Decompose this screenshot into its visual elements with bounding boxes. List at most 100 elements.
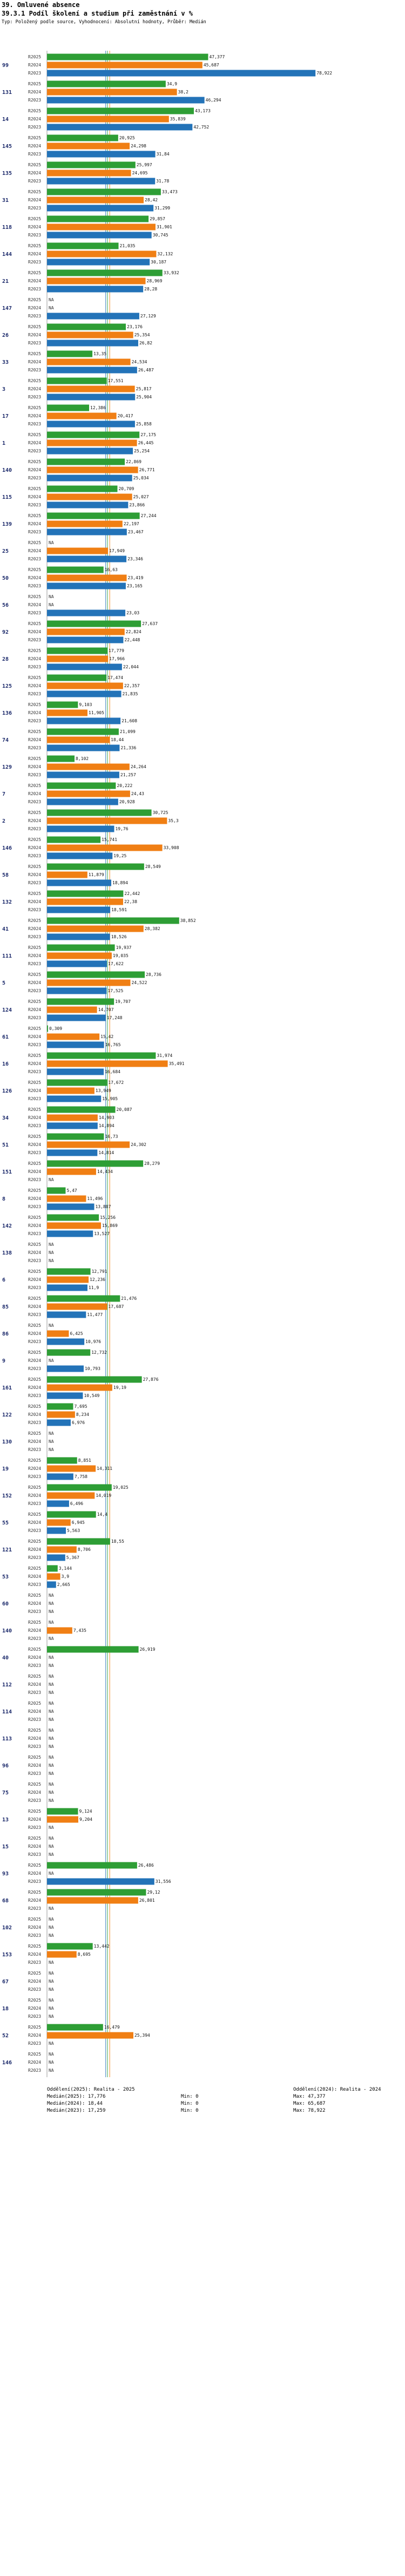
series-label: R2025 (28, 1674, 41, 1679)
bar-R2025 (47, 728, 119, 735)
series-label: R2024 (28, 845, 41, 850)
series-label: R2025 (28, 540, 41, 545)
series-label: R2023 (28, 1366, 41, 1371)
data-label: 14,019 (96, 1493, 111, 1498)
series-label: R2025 (28, 648, 41, 653)
series-label: R2024 (28, 1790, 41, 1795)
series-label: R2024 (28, 1331, 41, 1336)
series-label: R2025 (28, 1296, 41, 1301)
bar-R2024 (47, 925, 144, 932)
bar-R2023 (47, 609, 126, 616)
legend-entry: Medián(2025): 17,776 (47, 2094, 106, 2099)
series-label: R2024 (28, 521, 41, 526)
group-label: 58 (2, 872, 9, 878)
bar-R2023 (47, 771, 119, 778)
bar-R2025 (47, 1538, 110, 1545)
group-label: 28 (2, 656, 9, 662)
series-label: R2023 (28, 1339, 41, 1344)
series-label: R2024 (28, 467, 41, 472)
group-label: 41 (2, 926, 9, 932)
group-label: 111 (2, 953, 12, 959)
data-label: 34,9 (167, 82, 177, 86)
bar-R2023 (47, 1068, 104, 1075)
bar-R2025 (47, 755, 75, 762)
series-label: R2024 (28, 198, 41, 202)
bar-R2024 (47, 574, 127, 581)
bar-R2025 (47, 1106, 116, 1113)
data-label: 11,905 (89, 710, 104, 715)
data-label: 8,851 (78, 1458, 91, 1463)
bar-R2023 (47, 663, 122, 670)
data-label: 38,852 (180, 918, 196, 923)
bar-R2023 (47, 340, 138, 347)
data-label: 14,4 (97, 1512, 107, 1517)
na-label: NA (49, 1925, 54, 1930)
na-label: NA (49, 1871, 54, 1876)
data-label: 19,19 (113, 1385, 126, 1390)
series-label: R2025 (28, 1242, 41, 1247)
series-label: R2023 (28, 1852, 41, 1857)
na-label: NA (49, 1844, 54, 1849)
series-label: R2025 (28, 1836, 41, 1841)
group-label: 1 (2, 440, 5, 446)
data-label: 10,793 (85, 1366, 100, 1371)
na-label: NA (49, 1836, 54, 1841)
series-label: R2023 (28, 826, 41, 831)
bar-R2023 (47, 178, 156, 185)
series-label: R2023 (28, 1987, 41, 1992)
series-label: R2024 (28, 1898, 41, 1903)
bar-R2023 (47, 367, 137, 374)
bar-R2024 (47, 1114, 98, 1121)
bar-R2025 (47, 1808, 78, 1815)
bar-R2025 (47, 107, 194, 114)
na-label: NA (49, 1431, 54, 1436)
bar-R2024 (47, 89, 177, 96)
bar-R2023 (47, 394, 136, 401)
bar-R2025 (47, 53, 208, 60)
series-label: R2024 (28, 306, 41, 310)
series-label: R2023 (28, 1879, 41, 1884)
na-label: NA (49, 1763, 54, 1768)
bar-R2023 (47, 1554, 65, 1561)
series-label: R2025 (28, 1647, 41, 1652)
bar-R2023 (47, 825, 114, 832)
group-label: 55 (2, 1520, 9, 1526)
series-label: R2024 (28, 1115, 41, 1120)
data-label: 11,477 (87, 1312, 103, 1317)
data-label: 17,687 (108, 1304, 124, 1309)
series-label: R2024 (28, 737, 41, 742)
series-label: R2024 (28, 1628, 41, 1633)
series-label: R2023 (28, 530, 41, 534)
data-label: 16,73 (105, 1134, 118, 1139)
bar-R2025 (47, 1268, 91, 1275)
data-label: 17,672 (108, 1080, 124, 1085)
series-label: R2023 (28, 2041, 41, 2046)
series-label: R2023 (28, 1123, 41, 1128)
data-label: 10,976 (85, 1339, 101, 1344)
data-label: 13,527 (94, 1231, 110, 1236)
data-label: 21,476 (121, 1296, 137, 1301)
bar-R2024 (47, 871, 87, 878)
series-label: R2023 (28, 1528, 41, 1533)
bar-R2025 (47, 1052, 156, 1059)
series-label: R2024 (28, 1925, 41, 1930)
data-label: 30,725 (153, 810, 168, 815)
data-label: 42,752 (193, 125, 209, 130)
series-label: R2024 (28, 1763, 41, 1768)
group-label: 125 (2, 683, 12, 689)
series-label: R2024 (28, 252, 41, 256)
series-label: R2023 (28, 1636, 41, 1641)
series-label: R2025 (28, 82, 41, 86)
bar-R2023 (47, 906, 111, 913)
data-label: 20,709 (118, 486, 134, 491)
data-label: 28,28 (144, 287, 157, 292)
series-label: R2023 (28, 799, 41, 804)
na-label: NA (49, 1987, 54, 1992)
group-label: 139 (2, 521, 12, 527)
series-label: R2024 (28, 1682, 41, 1687)
series-label: R2024 (28, 926, 41, 931)
group-label: 7 (2, 791, 5, 797)
page-note: Typ: Položený podle source, Vyhodnocení:… (2, 19, 206, 25)
series-label: R2025 (28, 1998, 41, 2003)
series-label: R2023 (28, 1690, 41, 1695)
